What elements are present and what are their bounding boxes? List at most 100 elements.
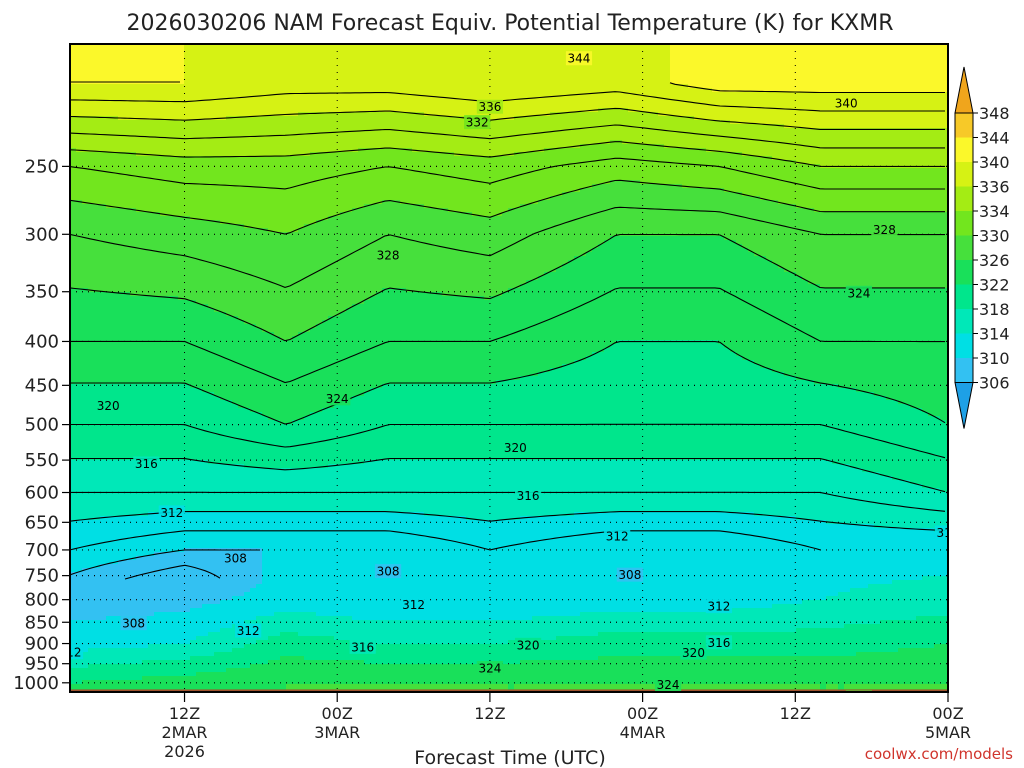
field-cell bbox=[208, 644, 215, 649]
field-cell bbox=[184, 500, 191, 505]
field-cell bbox=[178, 368, 185, 373]
field-cell bbox=[124, 432, 131, 437]
field-cell bbox=[220, 112, 227, 117]
field-cell bbox=[118, 580, 125, 585]
field-cell bbox=[202, 440, 209, 445]
field-cell bbox=[94, 260, 101, 265]
field-cell bbox=[70, 492, 77, 497]
field-cell bbox=[94, 372, 101, 377]
field-cell bbox=[160, 444, 167, 449]
field-cell bbox=[124, 496, 131, 501]
field-cell bbox=[166, 396, 173, 401]
field-cell bbox=[136, 352, 143, 357]
field-cell bbox=[82, 260, 89, 265]
field-cell bbox=[244, 388, 251, 393]
field-cell bbox=[196, 484, 203, 489]
field-cell bbox=[112, 524, 119, 529]
field-cell bbox=[208, 340, 215, 345]
field-cell bbox=[136, 64, 143, 69]
field-cell bbox=[118, 356, 125, 361]
field-cell bbox=[220, 672, 227, 677]
field-cell bbox=[118, 480, 125, 485]
field-cell bbox=[88, 156, 95, 161]
field-cell bbox=[142, 604, 149, 609]
field-cell bbox=[250, 392, 257, 397]
field-cell bbox=[118, 576, 125, 581]
field-cell bbox=[172, 568, 179, 573]
field-cell bbox=[238, 444, 245, 449]
field-cell bbox=[82, 640, 89, 645]
field-cell bbox=[172, 200, 179, 205]
field-cell bbox=[190, 80, 197, 85]
field-cell bbox=[172, 300, 179, 305]
field-cell bbox=[202, 452, 209, 457]
field-cell bbox=[196, 160, 203, 165]
field-cell bbox=[202, 512, 209, 517]
field-cell bbox=[148, 300, 155, 305]
field-cell bbox=[184, 228, 191, 233]
field-cell bbox=[160, 140, 167, 145]
field-cell bbox=[94, 636, 101, 641]
field-cell bbox=[238, 348, 245, 353]
field-cell bbox=[214, 52, 221, 57]
field-cell bbox=[76, 524, 83, 529]
field-cell bbox=[190, 128, 197, 133]
field-cell bbox=[220, 472, 227, 477]
field-cell bbox=[148, 148, 155, 153]
field-cell bbox=[118, 200, 125, 205]
field-cell bbox=[148, 368, 155, 373]
field-cell bbox=[172, 484, 179, 489]
field-cell bbox=[148, 616, 155, 621]
field-cell bbox=[202, 228, 209, 233]
field-cell bbox=[106, 468, 113, 473]
field-cell bbox=[94, 272, 101, 277]
field-cell bbox=[178, 448, 185, 453]
field-cell bbox=[166, 100, 173, 105]
field-cell bbox=[130, 532, 137, 537]
field-cell bbox=[106, 236, 113, 241]
field-cell bbox=[130, 436, 137, 441]
field-cell bbox=[172, 60, 179, 65]
field-cell bbox=[70, 240, 77, 245]
field-cell bbox=[94, 536, 101, 541]
field-cell bbox=[148, 604, 155, 609]
field-cell bbox=[130, 180, 137, 185]
field-cell bbox=[172, 560, 179, 565]
field-cell bbox=[196, 168, 203, 173]
field-cell bbox=[142, 636, 149, 641]
field-cell bbox=[232, 192, 239, 197]
field-cell bbox=[148, 132, 155, 137]
field-cell bbox=[226, 388, 233, 393]
field-cell bbox=[136, 412, 143, 417]
field-cell bbox=[226, 496, 233, 501]
field-cell bbox=[172, 128, 179, 133]
field-cell bbox=[118, 348, 125, 353]
field-cell bbox=[232, 100, 239, 105]
field-cell bbox=[178, 96, 185, 101]
field-cell bbox=[160, 308, 167, 313]
field-cell bbox=[76, 296, 83, 301]
field-cell bbox=[148, 440, 155, 445]
field-cell bbox=[76, 468, 83, 473]
field-cell bbox=[88, 152, 95, 157]
field-cell bbox=[196, 408, 203, 413]
field-cell bbox=[196, 224, 203, 229]
field-cell bbox=[160, 224, 167, 229]
field-cell bbox=[202, 416, 209, 421]
field-cell bbox=[184, 600, 191, 605]
field-cell bbox=[238, 328, 245, 333]
field-cell bbox=[172, 220, 179, 225]
field-cell bbox=[70, 504, 77, 509]
field-cell bbox=[76, 536, 83, 541]
field-cell bbox=[208, 84, 215, 89]
field-cell bbox=[106, 532, 113, 537]
field-cell bbox=[160, 652, 167, 657]
field-cell bbox=[76, 564, 83, 569]
field-cell bbox=[106, 184, 113, 189]
field-cell bbox=[118, 216, 125, 221]
field-cell bbox=[196, 664, 203, 669]
field-cell bbox=[88, 504, 95, 509]
field-cell bbox=[184, 292, 191, 297]
field-cell bbox=[238, 140, 245, 145]
field-cell bbox=[88, 440, 95, 445]
